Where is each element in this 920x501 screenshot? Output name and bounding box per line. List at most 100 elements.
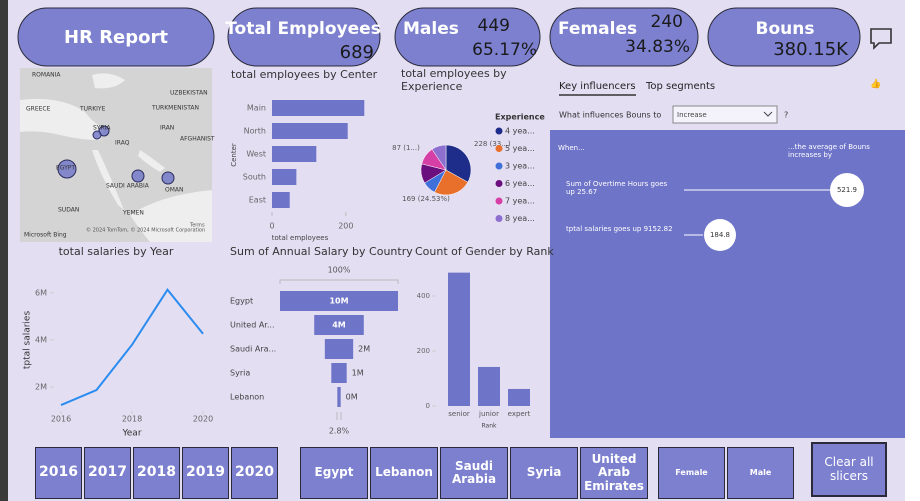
pie-slice <box>445 144 472 183</box>
card-value: 380.15K <box>773 39 849 60</box>
year-slicer[interactable]: 2019 <box>182 447 229 499</box>
influencer-bubble <box>704 219 736 251</box>
legend-swatch <box>495 162 503 170</box>
report-title: HR Report <box>64 27 168 48</box>
country-slicer[interactable]: Syria <box>510 447 578 499</box>
right-margin <box>905 0 920 501</box>
column-header: When... <box>558 144 585 152</box>
data-label: 2M <box>358 345 370 354</box>
map-attribution: © 2024 TomTom, © 2024 Microsoft Corporat… <box>86 227 205 234</box>
map-label: TURKIYE <box>79 106 106 113</box>
y-tick-label: 200 <box>417 347 430 355</box>
bar <box>272 192 290 208</box>
help-icon: ? <box>784 111 788 120</box>
x-tick-label: expert <box>508 410 531 418</box>
map-sea <box>92 73 125 89</box>
country-slicer[interactable]: Saudi Arabia <box>440 447 508 499</box>
x-axis-label: total employees <box>272 234 329 242</box>
x-tick-label: 2016 <box>51 415 71 424</box>
map-label: SYRIA <box>93 125 111 132</box>
y-tick-label: South <box>243 173 266 182</box>
x-tick-label: 0 <box>269 222 274 231</box>
map-label: IRAN <box>160 125 174 132</box>
kpi-card <box>394 7 541 67</box>
card-title: Females <box>558 19 637 39</box>
x-axis-label: Year <box>121 429 141 439</box>
category-label: Egypt <box>230 297 253 306</box>
category-label: Syria <box>230 369 250 378</box>
x-axis-label: Rank <box>482 423 498 430</box>
y-axis-label: Center <box>230 143 238 167</box>
legend-title: Experience <box>495 113 545 122</box>
map-label: IRAQ <box>115 140 130 147</box>
y-tick-label: East <box>249 196 266 205</box>
y-tick-label: North <box>244 127 266 136</box>
influencer-text: Sum of Overtime Hours goes up 25.67 <box>566 180 668 197</box>
year-slicer[interactable]: 2018 <box>133 447 180 499</box>
thumb-up-icon[interactable]: 👍 <box>870 78 881 90</box>
gender-slicer[interactable]: Male <box>727 447 794 499</box>
category-label: Lebanon <box>230 393 264 402</box>
funnel-bottom-label: 2.8% <box>329 427 350 436</box>
bar <box>478 366 500 406</box>
map-label: ROMANIA <box>32 72 61 79</box>
map-bubble[interactable] <box>92 130 102 140</box>
data-label: 10M <box>329 297 348 306</box>
map-brand: Microsoft Bing <box>24 232 67 239</box>
legend-swatch <box>495 215 503 222</box>
year-slicer[interactable]: 2016 <box>35 447 82 499</box>
funnel-bracket <box>336 412 342 420</box>
map-label: EGYPT <box>56 165 75 172</box>
category-label: Saudi Ara... <box>230 345 276 354</box>
map-sea <box>20 98 105 140</box>
map-bubble[interactable] <box>161 171 175 185</box>
chart-title: total employees by Experience <box>401 67 507 93</box>
card-title: Males <box>403 19 459 39</box>
map-terms: Terms <box>189 223 205 229</box>
map-sea <box>130 190 212 242</box>
pie-slice <box>431 144 447 171</box>
funnel-bar <box>280 291 398 311</box>
gender-slicer[interactable]: Female <box>658 447 725 499</box>
map-bubble[interactable] <box>131 169 145 183</box>
country-slicer[interactable]: United Arab Emirates <box>580 447 648 499</box>
funnel-bar <box>331 363 347 383</box>
data-label: 87 (1...) <box>392 144 420 152</box>
y-tick-label: 0 <box>426 402 430 410</box>
title-card <box>17 7 215 67</box>
chart-title: Sum of Annual Salary by Country <box>230 245 413 258</box>
card-value: 449 <box>478 16 510 36</box>
card-share: 34.83% <box>625 37 690 57</box>
kpi-card <box>707 7 861 67</box>
influencer-value: 184.8 <box>710 231 730 239</box>
map-label: AFGHANIST <box>180 136 215 143</box>
comment-icon[interactable] <box>870 28 892 50</box>
category-label: United Ar... <box>230 321 274 330</box>
dropdown[interactable] <box>672 105 778 124</box>
funnel-bar <box>314 315 364 335</box>
legend-label: 3 yea... <box>505 162 535 171</box>
legend-label: 5 yea... <box>505 144 535 153</box>
tab: Key influencers <box>559 81 636 92</box>
year-slicer[interactable]: 2020 <box>231 447 278 499</box>
card-title: Total Employees <box>225 19 381 39</box>
tab: Top segments <box>645 81 715 92</box>
data-label: 0M <box>346 393 358 402</box>
kpi-card <box>549 7 699 67</box>
country-slicer[interactable]: Lebanon <box>370 447 438 499</box>
column-header: ...the average of Bouns increases by <box>788 143 870 160</box>
bar <box>272 169 297 185</box>
country-slicer[interactable]: Egypt <box>300 447 368 499</box>
y-tick-label: 2M <box>35 382 47 391</box>
map-label: TURKMENISTAN <box>151 105 199 112</box>
y-tick-label: 400 <box>417 292 430 300</box>
map-label: YEMEN <box>122 210 144 217</box>
year-slicer[interactable]: 2017 <box>84 447 131 499</box>
bar <box>272 146 317 162</box>
chart-title: Count of Gender by Rank <box>415 245 554 258</box>
map-bubble[interactable] <box>57 159 77 179</box>
chart-title: total employees by Center <box>231 68 378 81</box>
clear-button[interactable]: Clear all slicers <box>811 442 887 497</box>
map-label: UZBEKISTAN <box>170 90 208 97</box>
